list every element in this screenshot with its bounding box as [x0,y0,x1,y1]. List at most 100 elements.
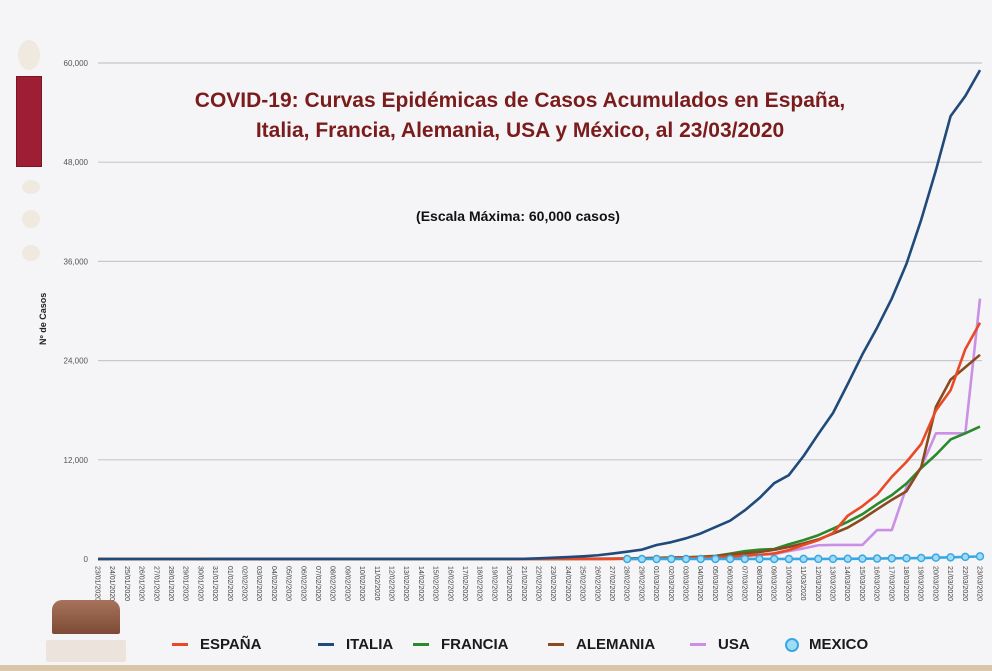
x-tick-label: 27/01/2020 [152,566,159,601]
x-tick-label: 15/02/2020 [432,566,439,601]
legend-swatch [172,643,188,646]
legend-swatch [785,637,799,652]
legend-item-francia: FRANCIA [413,636,509,653]
data-point-mexico [931,553,941,562]
y-tick-label: 60,000 [64,59,89,68]
x-tick-label: 21/02/2020 [520,566,527,601]
x-tick-label: 28/02/2020 [623,566,630,601]
x-tick-label: 01/02/2020 [226,566,233,601]
legend-item-españa: ESPAÑA [172,636,261,653]
x-tick-label: 06/02/2020 [299,566,306,601]
x-tick-label: 30/01/2020 [196,566,203,601]
x-tick-label: 17/03/2020 [887,566,894,601]
legend-item-italia: ITALIA [318,636,393,653]
x-tick-label: 15/03/2020 [858,566,865,601]
data-point-mexico [843,554,852,564]
chart-title: COVID-19: Curvas Epidémicas de Casos Acu… [120,86,920,146]
x-tick-label: 26/02/2020 [593,566,600,601]
legend-label: USA [718,636,750,653]
x-tick-label: 31/01/2020 [211,566,218,601]
x-tick-label: 17/02/2020 [461,566,468,601]
x-tick-label: 10/02/2020 [358,566,365,601]
data-point-mexico [652,554,661,564]
x-tick-label: 07/02/2020 [314,566,321,601]
x-tick-label: 18/03/2020 [902,566,909,601]
background-decoration [22,180,40,194]
logo [52,600,120,634]
legend-item-alemania: ALEMANIA [548,636,655,653]
y-tick-label: 0 [84,555,89,564]
chart-title-line-2: Italia, Francia, Alemania, USA y México,… [255,119,785,142]
series-line-españa [98,322,982,561]
x-tick-label: 24/02/2020 [564,566,571,601]
x-tick-label: 29/02/2020 [637,566,644,601]
x-tick-label: 22/03/2020 [961,566,968,601]
y-tick-label: 24,000 [64,357,89,366]
data-point-mexico [622,554,632,564]
legend-item-mexico: MEXICO [785,636,868,653]
x-tick-label: 03/03/2020 [682,566,689,601]
x-tick-label: 25/01/2020 [123,566,130,601]
legend-label: ESPAÑA [200,636,262,653]
x-tick-label: 20/02/2020 [505,566,512,601]
y-axis-label: Nº de Casos [38,292,48,345]
x-tick-label: 08/03/2020 [755,566,762,601]
x-tick-label: 04/03/2020 [696,566,703,601]
data-point-mexico [637,554,647,564]
x-tick-label: 14/02/2020 [417,566,424,601]
data-point-mexico [916,553,926,563]
data-point-mexico [696,554,705,564]
data-point-mexico [725,554,735,564]
data-point-mexico [858,554,867,563]
data-point-mexico [755,554,764,564]
x-tick-label: 05/03/2020 [711,566,718,601]
background-decoration [22,210,40,228]
legend-label: ALEMANIA [576,636,656,653]
x-tick-label: 11/02/2020 [373,566,380,601]
x-tick-label: 25/02/2020 [579,566,586,601]
x-tick-label: 24/01/2020 [108,566,115,601]
data-point-mexico [814,554,823,564]
legend-label: FRANCIA [441,636,509,653]
data-point-mexico [740,554,750,564]
data-point-mexico [667,554,676,564]
x-tick-label: 01/03/2020 [652,566,659,601]
data-point-mexico [961,552,970,562]
x-tick-label: 02/03/2020 [667,566,674,601]
x-tick-label: 09/02/2020 [343,566,350,601]
logo-caption [46,640,126,662]
data-point-mexico [887,554,897,563]
data-point-mexico [769,554,779,564]
x-tick-label: 05/02/2020 [285,566,292,601]
data-point-mexico [784,554,794,564]
y-tick-label: 12,000 [64,456,89,465]
x-tick-label: 19/03/2020 [917,566,924,601]
x-tick-label: 18/02/2020 [476,566,483,601]
background-decoration [22,245,40,261]
x-tick-label: 08/02/2020 [329,566,336,601]
x-tick-label: 10/03/2020 [784,566,791,601]
x-tick-label: 11/03/2020 [799,566,806,601]
y-tick-label: 48,000 [64,158,89,167]
legend-swatch [413,643,429,646]
x-tick-label: 16/03/2020 [873,566,880,601]
x-tick-label: 23/03/2020 [976,566,983,601]
legend-swatch [548,643,564,646]
bottom-decoration-strip [0,665,992,671]
x-tick-label: 23/02/2020 [549,566,556,601]
x-tick-label: 26/01/2020 [138,566,145,601]
x-tick-label: 13/02/2020 [402,566,409,601]
legend-item-usa: USA [690,636,750,653]
x-tick-label: 02/02/2020 [241,566,248,601]
x-tick-label: 07/03/2020 [740,566,747,601]
data-point-mexico [828,554,838,564]
legend-label: ITALIA [346,636,394,653]
x-tick-label: 13/03/2020 [829,566,836,601]
x-tick-label: 21/03/2020 [946,566,953,601]
series-line-italia [98,69,982,561]
background-decoration [18,40,40,70]
x-tick-label: 19/02/2020 [490,566,497,601]
legend-swatch [318,643,334,646]
data-point-mexico [902,553,911,563]
